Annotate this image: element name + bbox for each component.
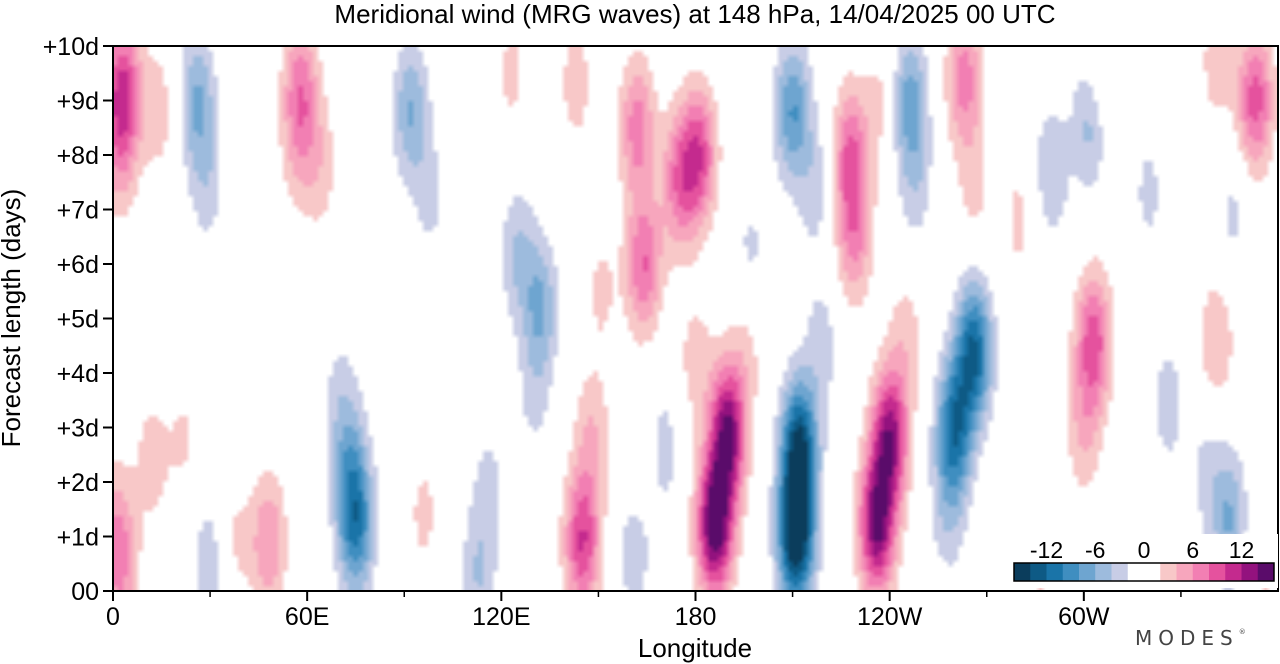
x-tick-label: 0 xyxy=(106,603,120,631)
colorbar-swatch xyxy=(1079,563,1096,581)
colorbar-swatch xyxy=(1176,563,1194,581)
colorbar: -12 -6 0 6 12 xyxy=(1010,534,1278,588)
chart-title: Meridional wind (MRG waves) at 148 hPa, … xyxy=(334,0,1055,29)
colorbar-swatch xyxy=(1160,563,1177,581)
y-tick-label: +9d xyxy=(57,88,99,116)
y-tick-label: +6d xyxy=(57,251,99,279)
contour-field xyxy=(113,46,1278,591)
colorbar-swatch xyxy=(1014,563,1031,581)
y-tick-label: +3d xyxy=(57,415,99,443)
colorbar-label: 0 xyxy=(1138,537,1151,563)
colorbar-swatch xyxy=(1046,563,1064,581)
colorbar-label: -6 xyxy=(1085,537,1105,563)
colorbar-frame xyxy=(1013,562,1275,582)
x-tick-label: 180 xyxy=(675,603,717,631)
y-tick-label: +4d xyxy=(57,360,99,388)
contour-field-image xyxy=(113,46,1278,591)
colorbar-swatch xyxy=(1030,563,1047,581)
colorbar-label: 6 xyxy=(1186,537,1199,563)
y-tick-label: +1d xyxy=(57,524,99,552)
x-tick-label: 60W xyxy=(1058,603,1110,631)
colorbar-swatch xyxy=(1127,563,1145,581)
modes-logo: MODES® xyxy=(1135,626,1246,650)
y-tick-label: +7d xyxy=(57,197,99,225)
colorbar-swatch xyxy=(1111,563,1129,581)
colorbar-swatch xyxy=(1192,563,1210,581)
y-tick-label: 00 xyxy=(71,578,99,606)
x-tick-label: 60E xyxy=(285,603,329,631)
y-tick-label: +2d xyxy=(57,469,99,497)
axes: 0 60E 120E 180 120W 60W 00 +1d +2d +3d +4d +5d +6d +7… xyxy=(43,33,1182,631)
colorbar-swatch xyxy=(1225,563,1242,581)
x-axis-label: Longitude xyxy=(638,633,752,663)
x-tick-label: 120W xyxy=(857,603,923,631)
colorbar-swatch xyxy=(1095,563,1112,581)
colorbar-label: -12 xyxy=(1030,537,1063,563)
colorbar-swatch xyxy=(1241,563,1259,581)
colorbar-label: 12 xyxy=(1229,537,1255,563)
colorbar-swatch xyxy=(1144,563,1161,581)
x-tick-label: 120E xyxy=(472,603,530,631)
y-tick-label: +8d xyxy=(57,142,99,170)
colorbar-swatch xyxy=(1209,563,1226,581)
y-tick-label: +10d xyxy=(43,33,99,61)
y-axis-label: Forecast length (days) xyxy=(0,189,26,448)
y-tick-label: +5d xyxy=(57,306,99,334)
colorbar-swatch xyxy=(1062,563,1080,581)
colorbar-swatch xyxy=(1257,563,1275,581)
